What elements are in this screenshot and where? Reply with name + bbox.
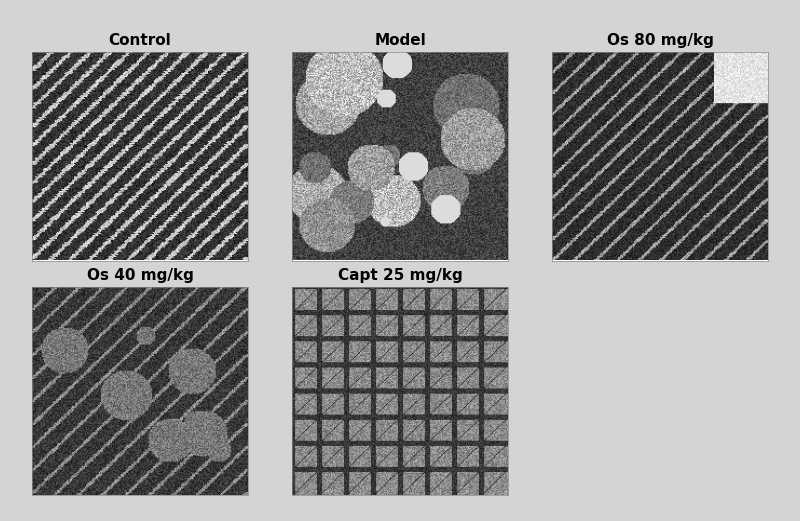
Title: Capt 25 mg/kg: Capt 25 mg/kg <box>338 268 462 282</box>
Title: Os 80 mg/kg: Os 80 mg/kg <box>606 33 714 48</box>
Title: Control: Control <box>109 33 171 48</box>
Title: Os 40 mg/kg: Os 40 mg/kg <box>86 268 194 282</box>
Title: Model: Model <box>374 33 426 48</box>
